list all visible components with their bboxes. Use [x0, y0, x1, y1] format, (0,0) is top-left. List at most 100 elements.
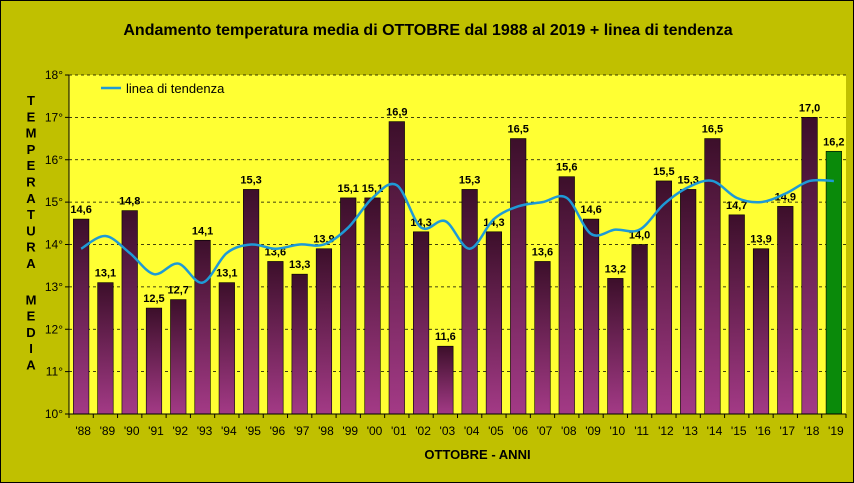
x-tick-label: '02 — [415, 424, 431, 438]
data-label: 13,3 — [289, 259, 310, 271]
data-label: 12,7 — [168, 285, 189, 297]
chart-title: Andamento temperatura media di OTTOBRE d… — [123, 22, 732, 39]
x-axis-label: OTTOBRE - ANNI — [424, 447, 530, 462]
data-label: 14,9 — [775, 191, 796, 203]
bar — [218, 282, 235, 415]
data-label: 13,9 — [750, 234, 771, 246]
x-tick-label: '17 — [779, 424, 795, 438]
data-label: 13,2 — [605, 263, 626, 275]
data-label: 16,5 — [702, 124, 723, 136]
data-label: 16,2 — [823, 136, 844, 148]
bar — [485, 231, 502, 415]
bar — [340, 197, 357, 415]
bar — [655, 180, 672, 415]
x-tick-label: '13 — [682, 424, 698, 438]
x-tick-label: '07 — [537, 424, 553, 438]
bar — [582, 218, 600, 415]
data-label: 14,8 — [119, 196, 140, 208]
y-tick-label: 16° — [45, 153, 63, 167]
data-label: 16,5 — [507, 124, 528, 136]
x-tick-label: '16 — [755, 424, 771, 438]
data-label: 11,6 — [435, 331, 456, 343]
x-tick-label: '18 — [804, 424, 820, 438]
bar — [194, 239, 211, 415]
y-tick-label: 18° — [45, 68, 63, 82]
x-tick-label: '91 — [148, 424, 164, 438]
data-label: 12,5 — [143, 293, 164, 305]
x-tick-label: '14 — [707, 424, 723, 438]
bar — [315, 248, 333, 415]
bar — [558, 176, 575, 415]
x-tick-label: '90 — [124, 424, 140, 438]
legend-label: linea di tendenza — [126, 81, 225, 96]
trend-line-group — [80, 178, 834, 284]
x-ticks: '88 '89 '90 '91 '92 '93 '94 '95 '96 '97 '98 '99 '00 '… — [68, 414, 847, 438]
bar — [388, 121, 405, 415]
data-label: 13,6 — [532, 246, 553, 258]
bar — [777, 206, 794, 415]
y-tick-label: 17° — [45, 110, 63, 124]
x-tick-label: '95 — [245, 424, 261, 438]
bar — [752, 248, 770, 415]
x-tick-label: '00 — [367, 424, 383, 438]
y-tick-label: 11° — [46, 365, 63, 379]
data-label: 15,5 — [653, 166, 674, 178]
x-tick-label: '93 — [197, 424, 213, 438]
y-ticks: 10° 11° 12° 13° 14° 15° 16° 17° 18° — [45, 68, 69, 421]
x-tick-label: '96 — [270, 424, 286, 438]
x-tick-label: '92 — [172, 424, 188, 438]
x-tick-label: '08 — [561, 424, 577, 438]
bar — [801, 117, 818, 415]
data-label: 17,0 — [799, 102, 820, 114]
bar — [243, 189, 260, 415]
bar — [364, 197, 381, 415]
data-label: 14,1 — [192, 225, 213, 237]
x-tick-label: '01 — [391, 424, 407, 438]
bar — [680, 189, 697, 415]
data-label: 14,6 — [580, 204, 601, 216]
x-tick-label: '11 — [634, 424, 649, 438]
bar — [267, 261, 284, 415]
x-tick-label: '88 — [75, 424, 91, 438]
data-label: 13,1 — [95, 268, 116, 280]
bar — [607, 278, 624, 415]
x-tick-label: '04 — [464, 424, 480, 438]
data-label: 15,1 — [362, 183, 383, 195]
x-tick-label: '89 — [100, 424, 116, 438]
data-label: 16,9 — [386, 107, 407, 119]
y-tick-label: 15° — [45, 195, 63, 209]
y-tick-label: 12° — [45, 322, 63, 336]
x-tick-label: '15 — [731, 424, 747, 438]
trend-line — [80, 178, 834, 284]
data-label: 15,3 — [240, 174, 261, 186]
data-label: 15,1 — [338, 183, 359, 195]
x-tick-label: '97 — [294, 424, 310, 438]
data-label: 14,6 — [70, 204, 91, 216]
bar — [170, 299, 187, 415]
y-tick-label: 10° — [45, 407, 63, 421]
data-label: 15,3 — [459, 174, 480, 186]
data-label: 15,6 — [556, 162, 577, 174]
x-tick-label: '99 — [342, 424, 358, 438]
data-label: 13,1 — [216, 268, 237, 280]
bar — [510, 138, 527, 415]
x-tick-label: '06 — [512, 424, 528, 438]
x-tick-label: '05 — [488, 424, 504, 438]
x-tick-label: '94 — [221, 424, 237, 438]
bar — [728, 214, 745, 415]
legend: linea di tendenza — [101, 81, 225, 96]
bar — [121, 210, 138, 415]
bar — [534, 261, 551, 415]
y-tick-label: 14° — [45, 238, 63, 252]
bar — [825, 150, 842, 415]
bar — [631, 244, 648, 415]
x-tick-label: '98 — [318, 424, 334, 438]
bar — [291, 273, 308, 415]
bar — [461, 189, 478, 415]
bar — [97, 282, 114, 415]
x-tick-label: '10 — [610, 424, 626, 438]
